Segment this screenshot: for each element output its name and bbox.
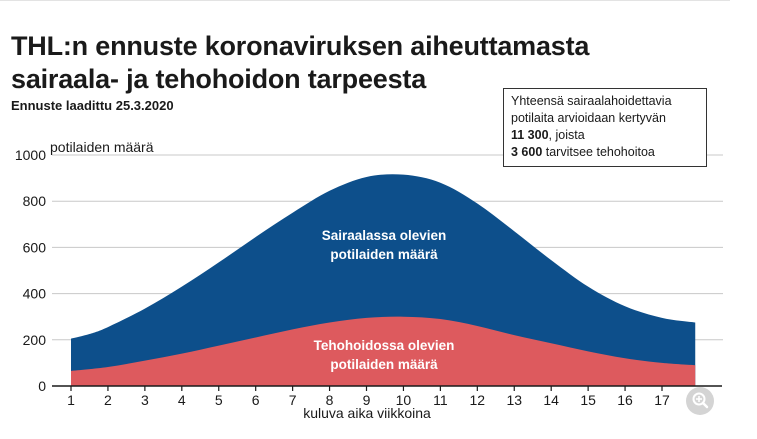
x-tick-label-17: 17 [654, 392, 670, 408]
x-tick-label-1: 1 [67, 392, 75, 408]
hospital-area [71, 174, 696, 386]
x-tick-label-11: 11 [433, 392, 448, 408]
x-tick-label-6: 6 [252, 392, 260, 408]
infobox-total-icu: 3 600 [511, 145, 543, 159]
icu-area [71, 316, 696, 386]
y-tick-label-800: 800 [23, 193, 47, 209]
y-tick-label-400: 400 [23, 286, 47, 302]
zoom-button[interactable] [686, 387, 714, 415]
y-tick-label-200: 200 [23, 332, 47, 348]
x-axis-title: kuluva aika viikkoina [303, 405, 431, 421]
y-axis-title: potilaiden määrä [50, 139, 154, 155]
infobox-line3: 11 300, joista [511, 127, 699, 144]
x-tick-label-15: 15 [580, 392, 596, 408]
x-tick-label-13: 13 [506, 392, 522, 408]
chart-subtitle: Ennuste laadittu 25.3.2020 [11, 98, 174, 113]
x-tick-label-10: 10 [396, 392, 412, 408]
x-tick-label-5: 5 [215, 392, 223, 408]
infobox-line2: potilaita arvioidaan kertyvän [511, 111, 666, 125]
infobox-line1: Yhteensä sairaalahoidettavia [511, 94, 672, 108]
infobox-line3-rest: , joista [548, 128, 585, 142]
x-tick-label-14: 14 [543, 392, 559, 408]
chart-title-line1: THL:n ennuste koronaviruksen aiheuttamas… [11, 31, 590, 61]
x-tick-label-16: 16 [617, 392, 633, 408]
icu-area-label-line2: potilaiden määrä [330, 357, 438, 372]
infobox-line4-rest: tarvitsee tehohoitoa [542, 145, 655, 159]
icu-area-label-line1: Tehohoidossa olevien [314, 338, 455, 353]
x-tick-label-3: 3 [141, 392, 149, 408]
total-patients-infobox: Yhteensä sairaalahoidettavia potilaita a… [503, 88, 707, 167]
x-tick-label-7: 7 [289, 392, 297, 408]
hospital-area-label-line1: Sairaalassa olevien [322, 228, 447, 243]
area-series [71, 174, 696, 386]
y-tick-label-600: 600 [23, 239, 47, 255]
chart-title-line2: sairaala- ja tehohoidon tarpeesta [11, 64, 427, 94]
zoom-icon [692, 392, 709, 409]
infobox-line4: 3 600 tarvitsee tehohoitoa [511, 144, 699, 161]
area-labels: Sairaalassa olevien potilaiden määrä Tehoh… [314, 228, 455, 372]
x-tick-label-12: 12 [470, 392, 486, 408]
chart-title: THL:n ennuste koronaviruksen aiheuttamas… [11, 30, 651, 96]
x-tick-label-9: 9 [363, 392, 371, 408]
x-tick-label-4: 4 [178, 392, 186, 408]
infobox-total-hospital: 11 300 [511, 128, 549, 142]
y-tick-label-0: 0 [38, 378, 46, 394]
y-tick-label-1000: 1000 [15, 147, 46, 163]
x-tick-label-8: 8 [326, 392, 334, 408]
top-divider [0, 0, 730, 1]
x-tick-label-2: 2 [104, 392, 112, 408]
hospital-area-label-line2: potilaiden määrä [330, 247, 438, 262]
